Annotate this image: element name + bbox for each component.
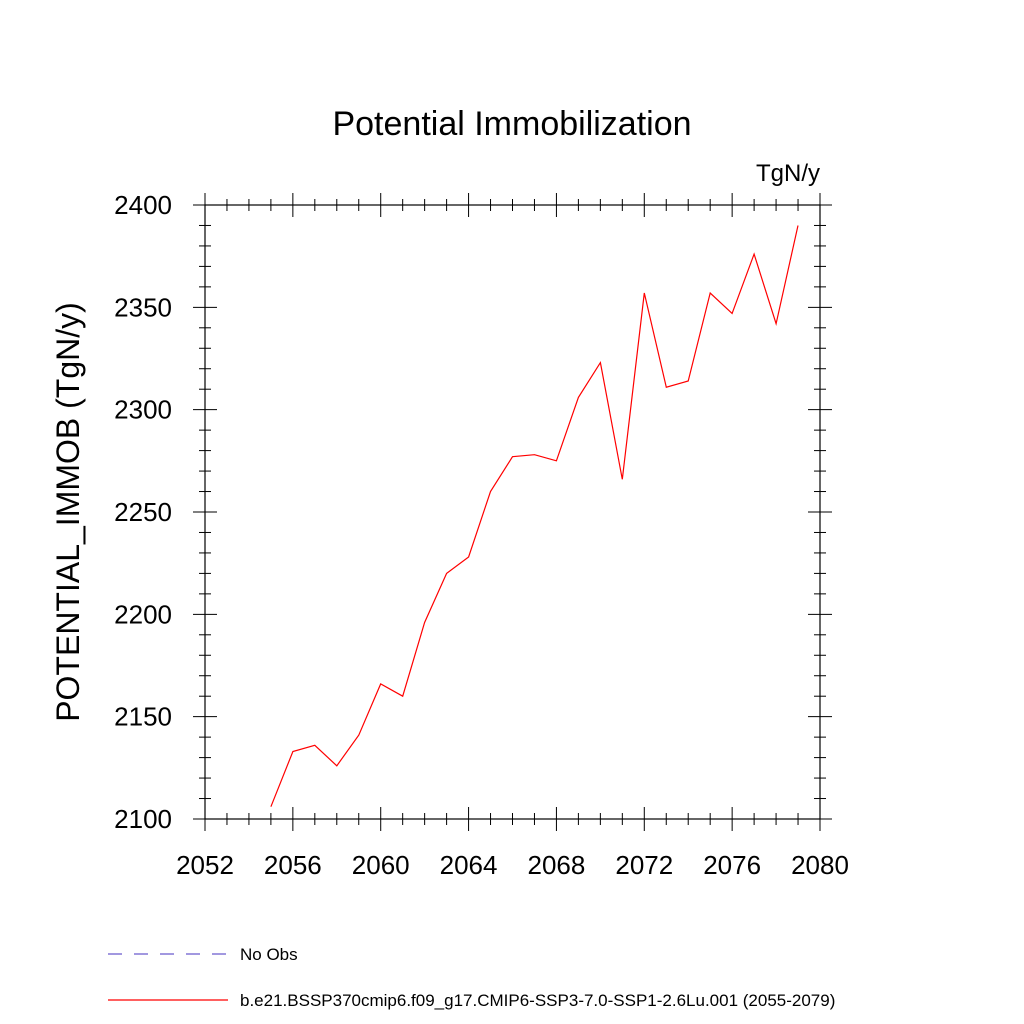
- x-tick-label: 2060: [352, 850, 410, 880]
- y-tick-label: 2250: [114, 497, 172, 527]
- x-tick-label: 2052: [176, 850, 234, 880]
- y-axis-ticks: 2100 2150 2200 2250 2300 2350 2400: [114, 190, 832, 834]
- y-tick-label: 2100: [114, 804, 172, 834]
- series-line: [270, 225, 799, 807]
- x-tick-label: 2072: [615, 850, 673, 880]
- chart-title: Potential Immobilization: [332, 105, 691, 143]
- plot-border: [204, 204, 821, 820]
- x-tick-label: 2068: [528, 850, 586, 880]
- x-tick-label: 2076: [703, 850, 761, 880]
- legend-label: No Obs: [240, 945, 298, 964]
- series-layer: [270, 225, 799, 807]
- legend: No Obs b.e21.BSSP370cmip6.f09_g17.CMIP6-S…: [108, 945, 835, 1010]
- x-tick-label: 2064: [440, 850, 498, 880]
- y-tick-label: 2350: [114, 292, 172, 322]
- x-axis-ticks: 2052 2056 2060 2064 2068 2072 2076 2080: [176, 193, 849, 880]
- x-tick-label: 2080: [791, 850, 849, 880]
- x-tick-label: 2056: [264, 850, 322, 880]
- y-tick-label: 2300: [114, 395, 172, 425]
- y-axis-label: POTENTIAL_IMMOB (TgN/y): [50, 302, 86, 722]
- plot-frame: [204, 204, 821, 820]
- y-tick-label: 2150: [114, 702, 172, 732]
- legend-label: b.e21.BSSP370cmip6.f09_g17.CMIP6-SSP3-7.…: [240, 991, 835, 1010]
- units-label: TgN/y: [756, 160, 820, 187]
- y-tick-label: 2400: [114, 190, 172, 220]
- y-tick-label: 2200: [114, 599, 172, 629]
